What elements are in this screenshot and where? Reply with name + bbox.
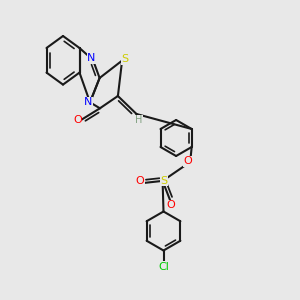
- Text: N: N: [84, 97, 93, 107]
- Text: O: O: [183, 156, 192, 167]
- Text: S: S: [160, 176, 168, 186]
- Text: N: N: [87, 53, 96, 64]
- Text: H: H: [135, 115, 142, 125]
- Text: O: O: [135, 176, 144, 187]
- Text: S: S: [122, 54, 129, 64]
- Text: O: O: [73, 115, 82, 125]
- Text: O: O: [166, 200, 175, 211]
- Text: Cl: Cl: [158, 262, 169, 272]
